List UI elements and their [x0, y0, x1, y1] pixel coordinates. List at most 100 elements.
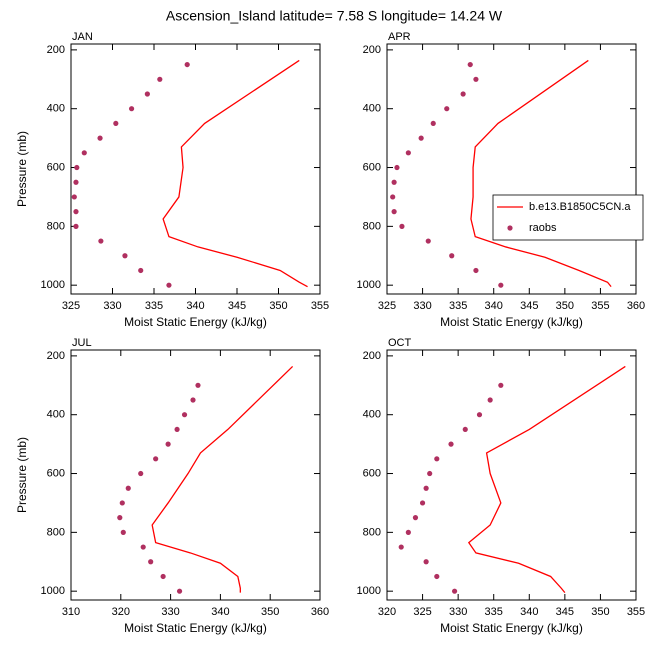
raob-point: [160, 573, 166, 580]
raob-point: [138, 267, 144, 274]
y-tick-label: 800: [363, 526, 381, 538]
raob-point: [195, 382, 201, 388]
panel: 325 330 335 340 345 350 355 200 400 600 800 1000 JAN…: [15, 31, 329, 329]
y-tick-label: 600: [363, 161, 381, 173]
x-tick-label: 345: [228, 300, 246, 312]
profile-line: [470, 59, 612, 288]
raob-point: [399, 223, 405, 229]
raob-point: [138, 470, 144, 477]
raob-point: [405, 150, 411, 156]
x-tick-label: 345: [520, 300, 538, 312]
raob-point: [423, 485, 429, 491]
panel-label: OCT: [388, 337, 412, 349]
y-tick-label: 800: [47, 220, 65, 232]
x-tick-label: 355: [311, 300, 329, 312]
profile-line: [162, 59, 308, 288]
raob-point: [487, 397, 493, 403]
plot-frame: [386, 43, 637, 295]
raob-point: [405, 529, 411, 535]
legend: b.e13.B1850C5CN.a raobs: [492, 194, 644, 241]
raob-point: [390, 194, 396, 200]
x-tick-label: 335: [485, 606, 503, 618]
x-tick-label: 340: [485, 300, 503, 312]
x-tick-label: 360: [311, 606, 329, 618]
raob-point: [398, 544, 404, 550]
y-tick-label: 1000: [357, 585, 381, 597]
raob-point: [498, 282, 504, 288]
raob-point: [423, 559, 429, 565]
profile-line: [467, 365, 626, 594]
raob-point: [425, 238, 431, 244]
y-tick-label: 600: [47, 467, 65, 479]
raob-point: [113, 120, 119, 127]
x-tick-label: 350: [591, 606, 609, 618]
x-tick-label: 335: [145, 300, 163, 312]
raob-point: [140, 544, 146, 550]
y-tick-label: 600: [363, 467, 381, 479]
y-tick-label: 400: [363, 409, 381, 421]
x-tick-label: 325: [62, 300, 80, 312]
y-tick-label: 200: [363, 350, 381, 362]
x-tick-label: 330: [103, 300, 121, 312]
raob-point: [97, 135, 103, 141]
raob-point: [498, 382, 504, 388]
plot-frame: [70, 349, 321, 601]
panel: 320 325 330 335 340 345 350 355 200 400 600 800 1000…: [357, 337, 646, 635]
profile-line: [151, 366, 294, 593]
raob-point: [144, 91, 150, 97]
raob-point: [391, 179, 397, 185]
raob-point: [98, 238, 104, 244]
raob-point: [125, 485, 131, 491]
x-tick-label: 355: [591, 300, 609, 312]
panel: 325 330 335 340 345 350 355 360 200 400 600 800 1000…: [357, 31, 646, 329]
raob-point: [153, 456, 159, 462]
raob-point: [427, 470, 433, 477]
x-tick-label: 325: [413, 606, 431, 618]
x-tick-label: 340: [186, 300, 204, 312]
plot-frame: [70, 43, 321, 295]
raob-point: [74, 164, 80, 171]
raob-point: [119, 500, 125, 506]
x-tick-label: 350: [269, 300, 287, 312]
raob-point: [148, 559, 154, 565]
raob-point: [419, 500, 426, 506]
x-tick-label: 335: [449, 300, 467, 312]
x-tick-label: 355: [627, 606, 645, 618]
raob-point: [73, 179, 79, 185]
raob-point: [449, 253, 455, 259]
y-tick-label: 200: [363, 44, 381, 56]
x-tick-label: 330: [161, 606, 179, 618]
x-tick-label: 350: [556, 300, 574, 312]
raob-point: [81, 150, 87, 156]
raob-point: [418, 135, 424, 141]
raob-point: [117, 515, 123, 521]
x-tick-label: 320: [378, 606, 396, 618]
raob-point: [434, 573, 440, 580]
y-tick-label: 800: [47, 526, 65, 538]
x-tick-label: 340: [211, 606, 229, 618]
raob-point: [451, 588, 458, 594]
x-tick-label: 320: [112, 606, 130, 618]
raob-point: [434, 456, 440, 462]
panel-label: JUL: [72, 337, 92, 349]
y-tick-label: 400: [47, 409, 65, 421]
y-tick-label: 400: [363, 103, 381, 115]
raob-point: [128, 106, 135, 112]
raob-point: [430, 120, 436, 127]
y-tick-label: 400: [47, 103, 65, 115]
raob-point: [476, 412, 483, 418]
raob-point: [460, 91, 466, 97]
raob-point: [444, 106, 450, 112]
x-tick-label: 310: [62, 606, 80, 618]
raob-point: [176, 588, 183, 594]
x-tick-label: 330: [413, 300, 431, 312]
raob-point: [394, 164, 400, 171]
raob-point: [462, 426, 468, 433]
y-axis-label: Pressure (mb): [15, 437, 29, 513]
x-axis-label: Moist Static Energy (kJ/kg): [440, 621, 583, 635]
y-tick-label: 800: [363, 220, 381, 232]
y-axis-label: Pressure (mb): [15, 131, 29, 207]
legend-label: b.e13.B1850C5CN.a: [529, 201, 631, 213]
